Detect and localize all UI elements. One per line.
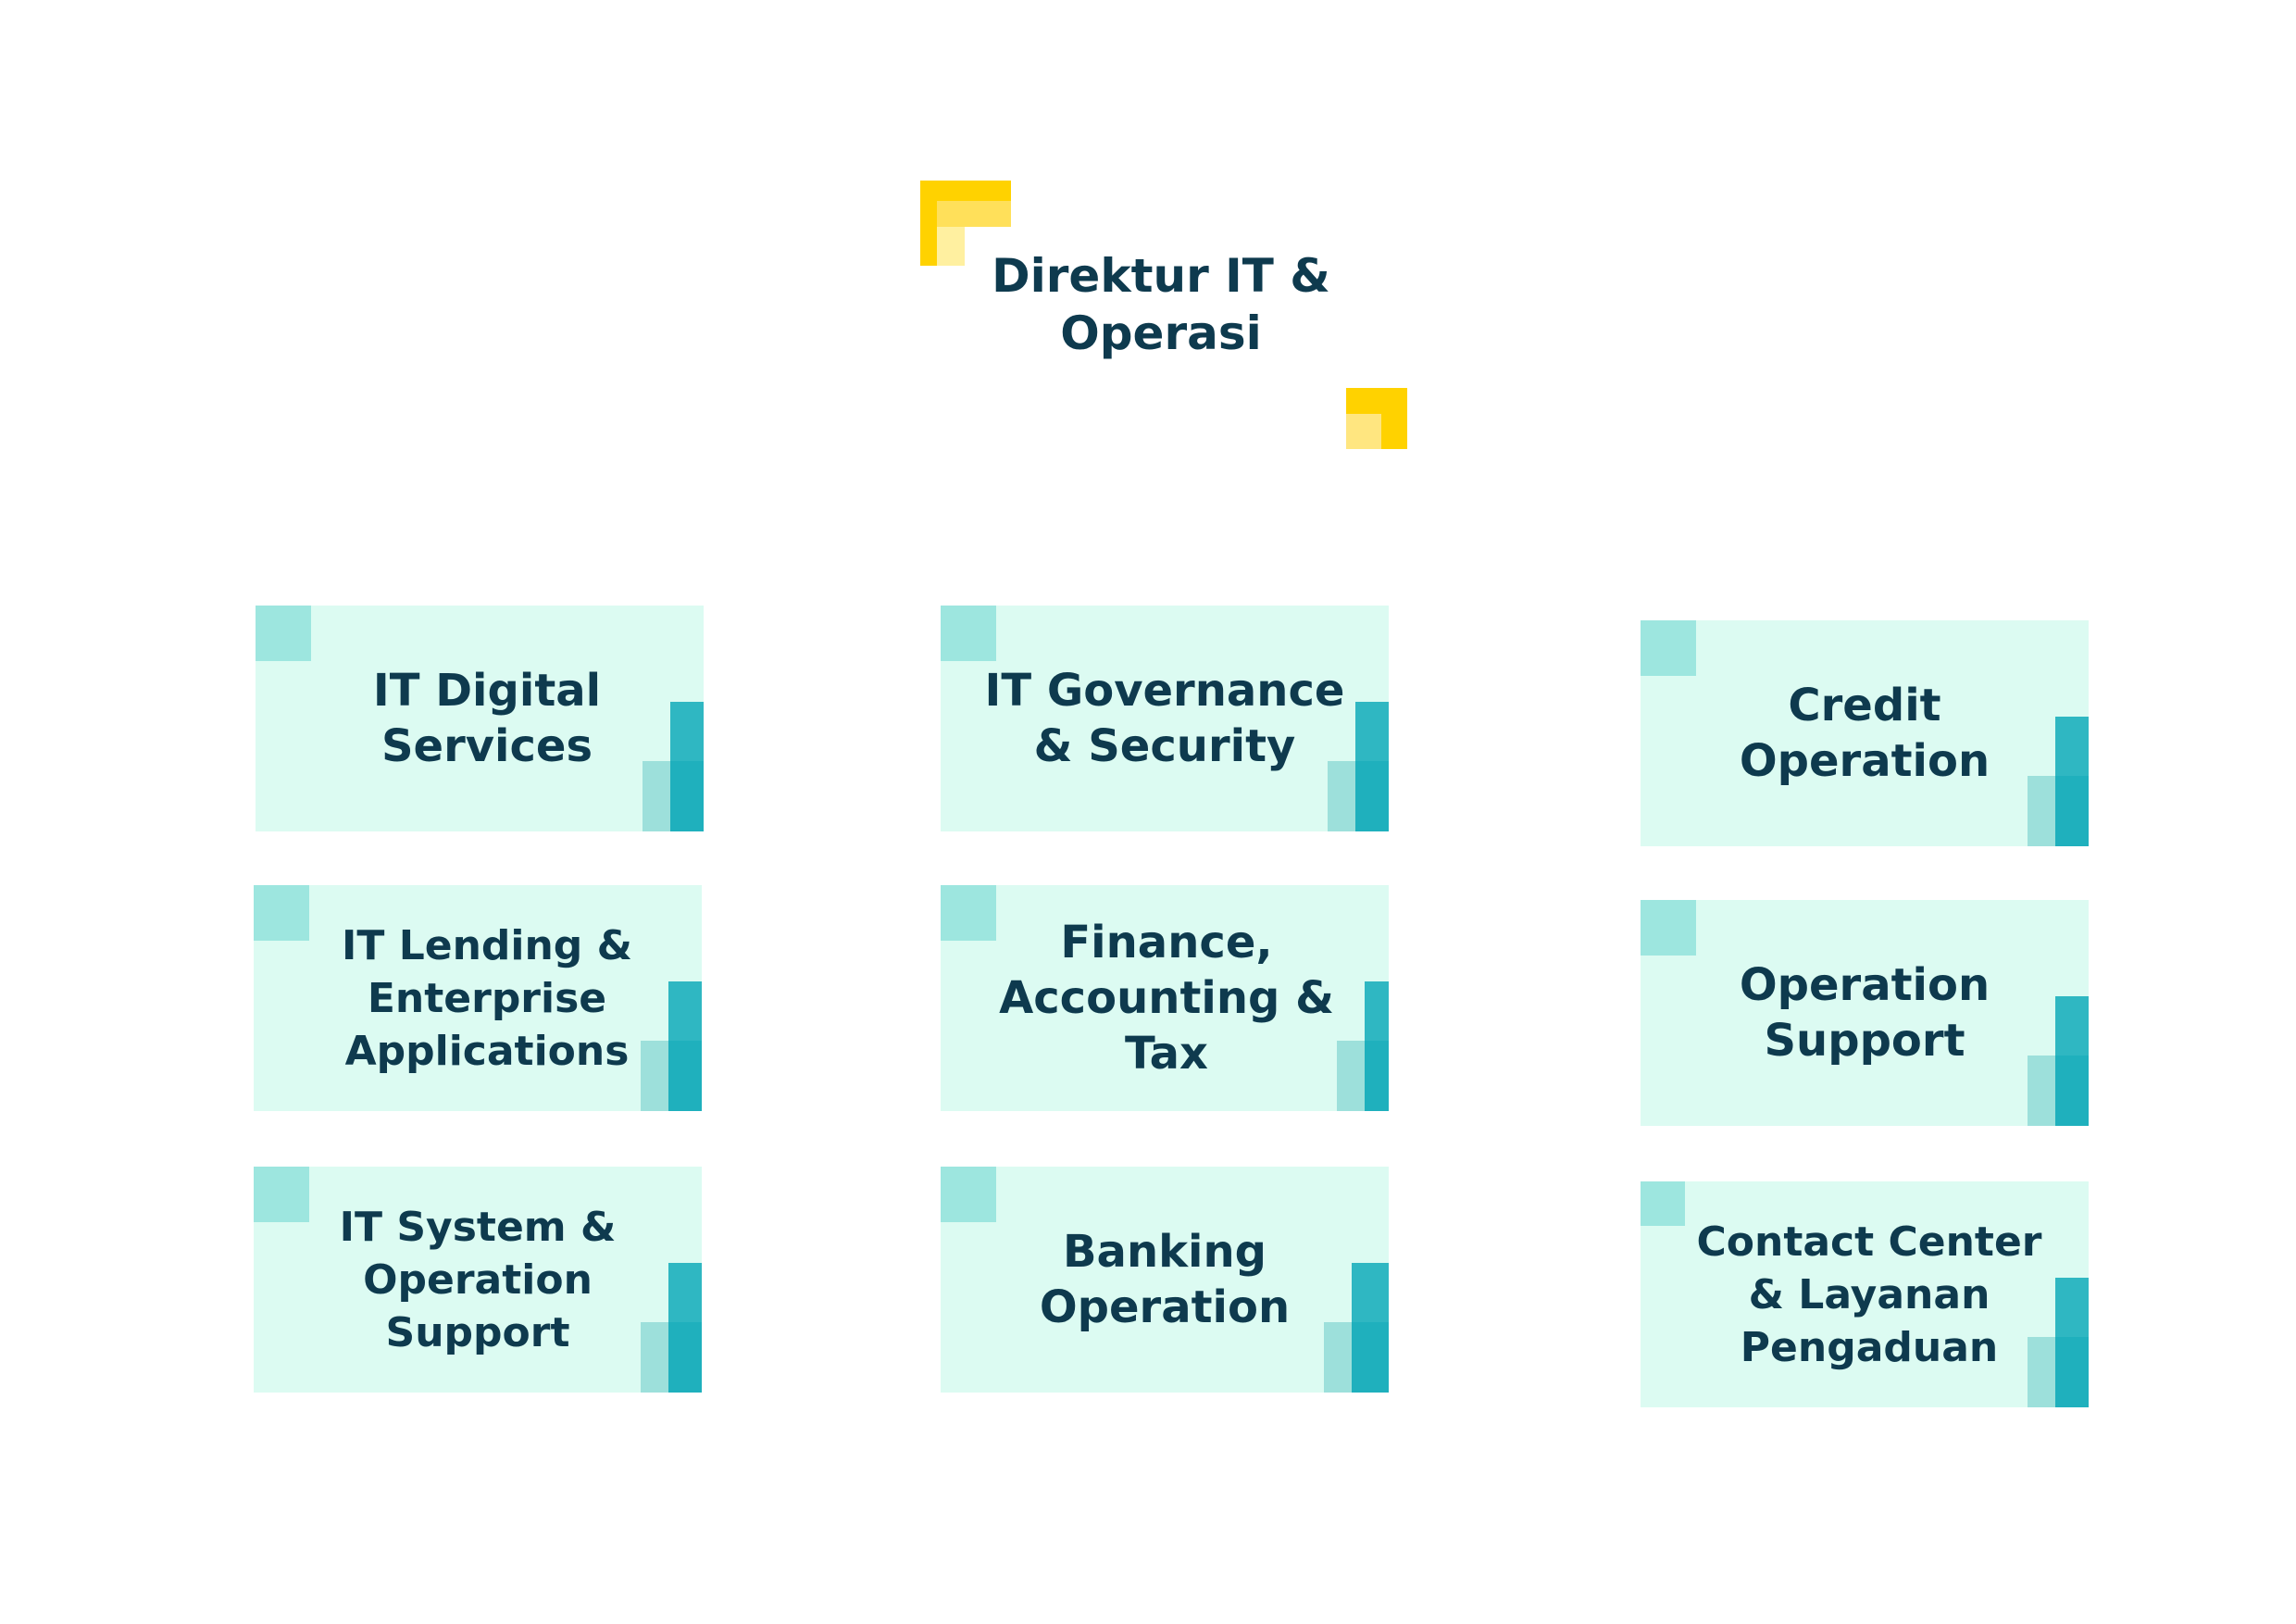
box-accent-bar — [670, 761, 704, 831]
box-accent-bar — [668, 1322, 702, 1393]
box-corner-square — [1641, 620, 1696, 676]
director-title: Direktur IT & Operasi — [992, 249, 1330, 360]
unit-label: IT Lending & Enterprise Applications — [342, 921, 632, 1075]
box-accent-bar — [2028, 776, 2055, 846]
unit-box-it-digital-services: IT Digital Services — [256, 606, 704, 831]
yellow-corner-decoration — [1346, 414, 1381, 449]
unit-label: Operation Support — [1739, 959, 1990, 1067]
box-accent-bar — [641, 1041, 668, 1111]
box-accent-bar — [2055, 1337, 2089, 1407]
unit-box-operation-support: Operation Support — [1641, 900, 2089, 1126]
unit-label: IT Digital Services — [372, 665, 602, 772]
yellow-corner-decoration — [937, 227, 965, 266]
box-accent-bar — [1355, 761, 1389, 831]
box-corner-square — [941, 1167, 996, 1222]
director-block: Direktur IT & Operasi — [920, 181, 1407, 449]
unit-label: Credit Operation — [1739, 680, 1990, 787]
box-accent-bar — [641, 1322, 668, 1393]
box-accent-bar — [668, 1041, 702, 1111]
box-accent-bar — [1324, 1322, 1352, 1393]
box-accent-bar — [2055, 776, 2089, 846]
unit-label: IT Governance & Security — [984, 665, 1345, 772]
box-accent-bar — [1337, 1041, 1365, 1111]
box-corner-square — [941, 885, 996, 941]
unit-box-it-lending-enterprise: IT Lending & Enterprise Applications — [254, 885, 702, 1111]
box-accent-bar — [2028, 1337, 2055, 1407]
box-accent-bar — [1352, 1322, 1389, 1393]
box-corner-square — [254, 1167, 309, 1222]
unit-box-finance-accounting-tax: Finance, Accounting & Tax — [941, 885, 1389, 1111]
yellow-corner-decoration — [920, 181, 1011, 201]
unit-box-contact-center: Contact Center & Layanan Pengaduan — [1641, 1181, 2089, 1407]
box-corner-square — [1641, 900, 1696, 956]
box-accent-bar — [2028, 1056, 2055, 1126]
box-corner-square — [256, 606, 311, 661]
box-accent-bar — [643, 761, 670, 831]
yellow-corner-decoration — [920, 181, 937, 266]
box-corner-square — [1641, 1181, 1685, 1226]
unit-label: Finance, Accounting & Tax — [999, 917, 1334, 1080]
unit-label: IT System & Operation Support — [339, 1203, 617, 1356]
box-accent-bar — [2055, 1056, 2089, 1126]
box-corner-square — [941, 606, 996, 661]
unit-box-it-governance-security: IT Governance & Security — [941, 606, 1389, 831]
unit-box-credit-operation: Credit Operation — [1641, 620, 2089, 846]
unit-label: Banking Operation — [1039, 1226, 1291, 1333]
unit-label: Contact Center & Layanan Pengaduan — [1696, 1218, 2042, 1371]
unit-box-banking-operation: Banking Operation — [941, 1167, 1389, 1393]
box-corner-square — [254, 885, 309, 941]
box-accent-bar — [1365, 1041, 1389, 1111]
box-accent-bar — [1328, 761, 1355, 831]
unit-box-it-system-operation-support: IT System & Operation Support — [254, 1167, 702, 1393]
